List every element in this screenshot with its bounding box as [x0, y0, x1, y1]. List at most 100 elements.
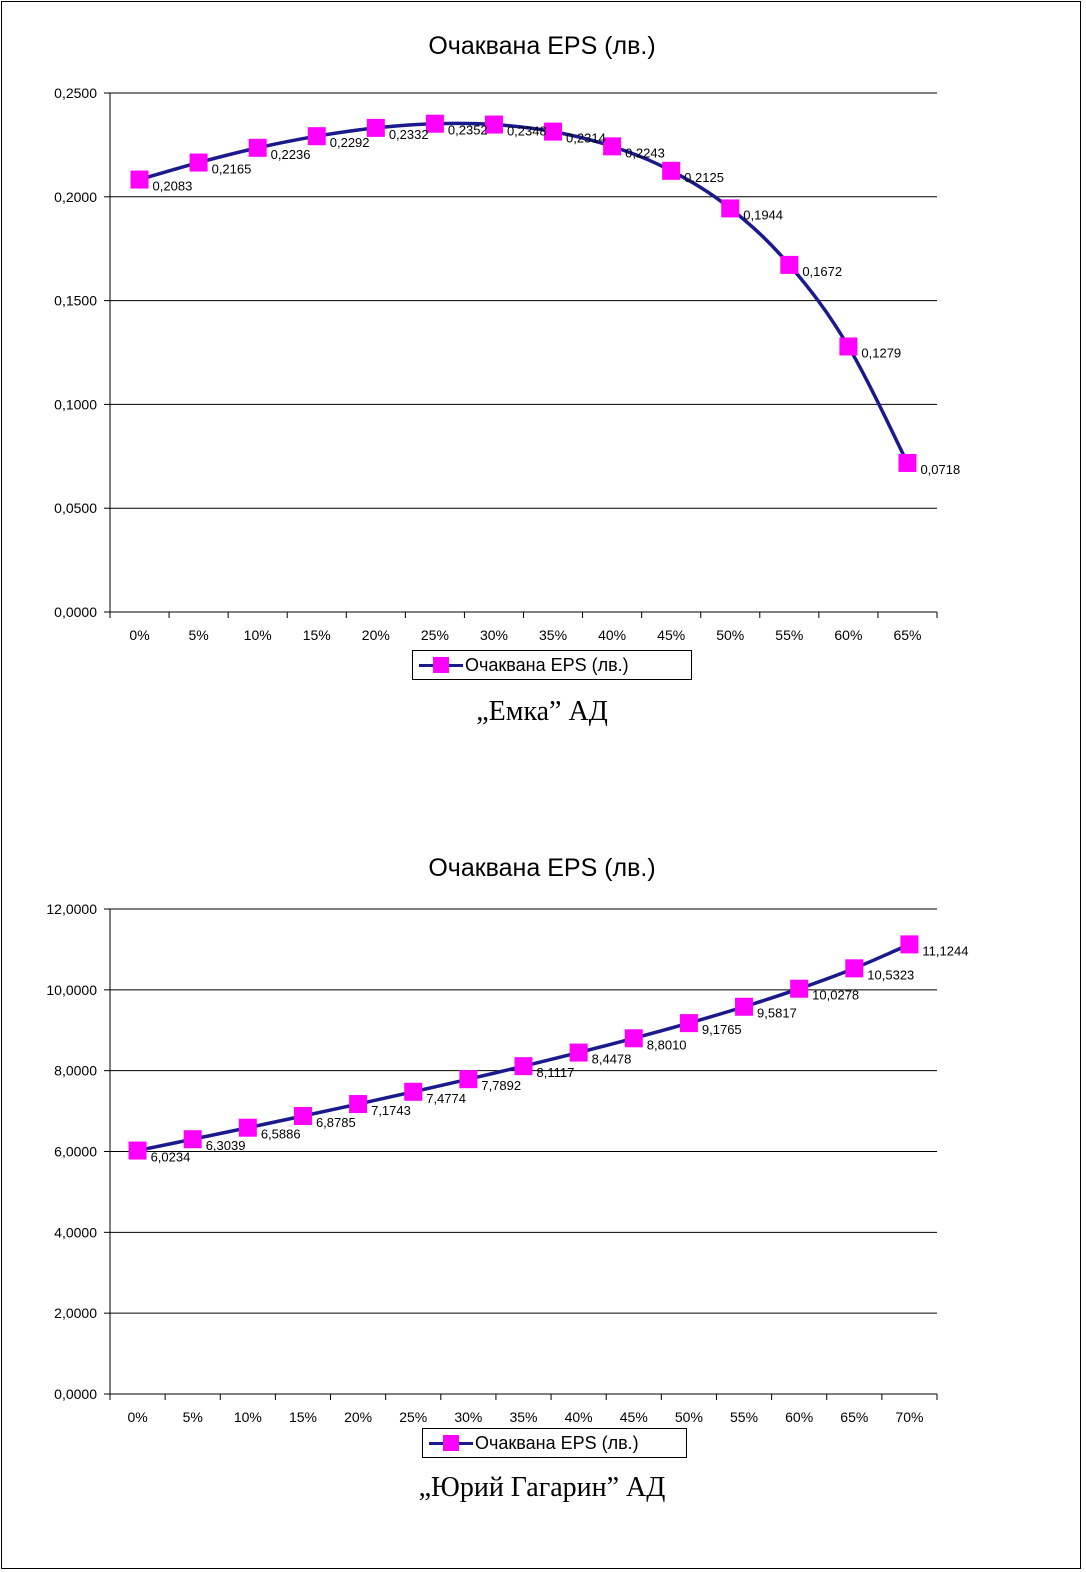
chart1-xtick-label: 5% [188, 627, 208, 642]
chart2-xtick-label: 50% [675, 1409, 703, 1425]
chart2-xtick-label: 30% [454, 1409, 482, 1425]
chart1-xtick-label: 60% [834, 627, 862, 642]
chart1-xtick-label: 25% [421, 627, 449, 642]
chart1-data-label: 0,2332 [389, 127, 429, 142]
chart1-ytick-label: 0,1000 [54, 396, 97, 412]
chart1-ytick-label: 0,1500 [54, 293, 97, 309]
chart2-data-label: 7,1743 [371, 1103, 411, 1118]
chart1-data-label: 0,2125 [684, 170, 724, 185]
chart2-data-label: 8,8010 [647, 1037, 687, 1052]
chart1-data-label: 0,2236 [271, 147, 311, 162]
chart2-xtick-label: 10% [234, 1409, 262, 1425]
chart2-data-label: 8,4478 [592, 1052, 632, 1067]
chart1-data-point [603, 137, 622, 156]
chart2-ytick-label: 12,0000 [46, 901, 97, 917]
chart1-data-point [366, 118, 385, 137]
chart2-data-point [624, 1029, 643, 1048]
chart2-plot: 0,0000 2,0000 4,0000 6,0000 8,0000 10,0000 12,… [46, 901, 968, 1425]
chart2-data-point [349, 1095, 368, 1114]
chart1-data-label: 0,0718 [920, 462, 960, 477]
chart2-data-point [128, 1141, 147, 1160]
chart2-data-label: 9,5817 [757, 1006, 797, 1021]
chart2-data-point [404, 1082, 423, 1101]
chart1-xtick-label: 15% [303, 627, 331, 642]
chart2-legend: Очаквана EPS (лв.) [422, 1428, 687, 1458]
chart1-data-point [425, 114, 444, 133]
chart2-xtick-label: 45% [620, 1409, 648, 1425]
chart1-ytick-label: 0,0500 [54, 500, 97, 516]
chart2-xtick-label: 60% [785, 1409, 813, 1425]
chart2-xtick-label: 40% [565, 1409, 593, 1425]
chart1-title: Очаквана EPS (лв.) [428, 32, 656, 60]
chart2-legend-key [429, 1433, 473, 1453]
chart1-data-point [189, 153, 208, 172]
chart2-data-label: 10,0278 [812, 988, 859, 1003]
chart2-data-label: 7,4774 [426, 1091, 466, 1106]
chart2-data-point [790, 979, 809, 998]
chart2-xtick-label: 20% [344, 1409, 372, 1425]
chart2-data-point [735, 997, 754, 1016]
chart2-caption: „Юрий Гагарин” АД [418, 1472, 666, 1503]
chart1-xtick-label: 10% [244, 627, 272, 642]
chart1-data-label: 0,1944 [743, 207, 783, 222]
chart2-ytick-label: 6,0000 [54, 1144, 97, 1160]
chart2-data-label: 10,5323 [867, 967, 914, 982]
chart2-data-point [293, 1106, 312, 1125]
chart1-xtick-label: 40% [598, 627, 626, 642]
chart1-plot: 0,0000 0,0500 0,1000 0,1500 0,2000 0,2500 0% 5%… [54, 85, 960, 642]
chart1-data-point [130, 170, 149, 189]
chart1-data-label: 0,2165 [212, 162, 252, 177]
chart2-xtick-label: 35% [509, 1409, 537, 1425]
chart1-data-label: 0,2292 [330, 135, 370, 150]
chart2-ytick-label: 8,0000 [54, 1063, 97, 1079]
chart2-ytick-label: 10,0000 [46, 982, 97, 998]
chart2-xtick-label: 0% [127, 1409, 147, 1425]
chart2-data-label: 6,5886 [261, 1127, 301, 1142]
chart2-data-label: 6,3039 [206, 1138, 246, 1153]
chart2-data-label: 9,1765 [702, 1022, 742, 1037]
chart1-data-point [544, 122, 563, 141]
chart2-data-label: 7,7892 [481, 1078, 521, 1093]
chart1-xtick-label: 35% [539, 627, 567, 642]
chart1-ytick-label: 0,0000 [54, 604, 97, 620]
chart1-data-label: 0,2348 [507, 124, 547, 139]
chart2-ytick-label: 2,0000 [54, 1305, 97, 1321]
chart1-data-point [307, 127, 326, 146]
chart2-ytick-label: 4,0000 [54, 1224, 97, 1240]
chart2-data-label: 11,1244 [922, 943, 968, 958]
chart1-legend-label: Очаквана EPS (лв.) [465, 654, 629, 675]
chart2-data-point [845, 959, 864, 978]
chart2-title: Очаквана EPS (лв.) [428, 854, 656, 882]
chart1-data-point [662, 161, 681, 180]
chart2-xtick-label: 70% [895, 1409, 923, 1425]
chart1-ytick-label: 0,2500 [54, 85, 97, 101]
chart1-xtick-label: 55% [775, 627, 803, 642]
chart2-xtick-label: 55% [730, 1409, 758, 1425]
chart2-data-point [569, 1043, 588, 1062]
chart2: 0,0000 2,0000 4,0000 6,0000 8,0000 10,0000 12,… [2, 822, 1082, 1432]
chart1-xtick-label: 30% [480, 627, 508, 642]
chart1-data-label: 0,2314 [566, 131, 606, 146]
chart1-data-label: 0,2243 [625, 145, 665, 160]
chart1-data-label: 0,1672 [802, 264, 842, 279]
chart2-data-point [238, 1118, 257, 1137]
chart2-data-label: 8,1117 [537, 1065, 575, 1080]
chart1-data-point [839, 337, 858, 356]
chart2-data-point [183, 1130, 202, 1149]
chart1-data-label: 0,2083 [153, 179, 193, 194]
chart1-legend: Очаквана EPS (лв.) [412, 650, 692, 680]
chart1-data-point [898, 453, 917, 472]
chart2-data-point [514, 1057, 533, 1076]
chart2-xtick-label: 5% [183, 1409, 203, 1425]
chart2-data-point [459, 1070, 478, 1089]
chart1-data-label: 0,1279 [861, 345, 901, 360]
chart1-xtick-label: 0% [129, 627, 149, 642]
chart2-xtick-label: 15% [289, 1409, 317, 1425]
chart2-data-point [679, 1014, 698, 1033]
chart1-xtick-label: 65% [893, 627, 921, 642]
chart1-xtick-label: 45% [657, 627, 685, 642]
chart1-data-point [721, 199, 740, 218]
chart1-data-label: 0,2352 [448, 123, 488, 138]
chart1-xtick-label: 50% [716, 627, 744, 642]
